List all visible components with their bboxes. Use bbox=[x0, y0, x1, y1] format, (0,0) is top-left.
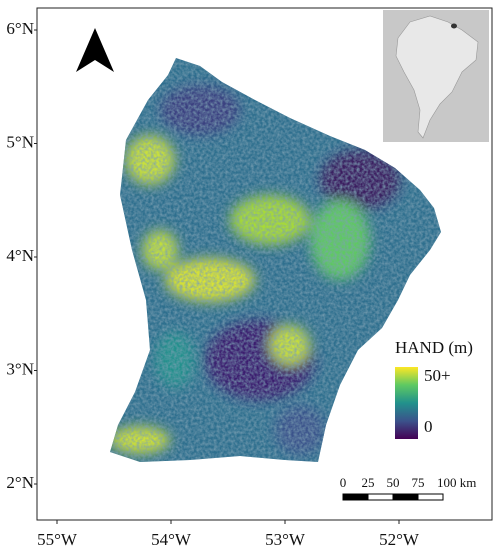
lat-label: 3°N bbox=[6, 359, 34, 378]
lat-label: 5°N bbox=[6, 132, 34, 151]
scale-label: 100 km bbox=[437, 475, 476, 490]
inset-map bbox=[383, 10, 489, 142]
lat-label: 4°N bbox=[6, 246, 34, 265]
lat-label: 2°N bbox=[6, 473, 34, 492]
legend-title: HAND (m) bbox=[395, 338, 473, 357]
north-arrow bbox=[76, 28, 114, 72]
scale-label: 25 bbox=[362, 475, 375, 490]
scale-label: 75 bbox=[412, 475, 425, 490]
scale-label: 0 bbox=[340, 475, 347, 490]
legend-min: 0 bbox=[424, 417, 433, 436]
scale-bar bbox=[342, 493, 444, 501]
legend-colorbar bbox=[395, 367, 418, 439]
lon-label: 53°W bbox=[265, 530, 306, 549]
lon-label: 55°W bbox=[37, 530, 78, 549]
lat-label: 6°N bbox=[6, 19, 34, 38]
scale-label: 50 bbox=[387, 475, 400, 490]
legend-max: 50+ bbox=[424, 366, 451, 385]
lon-label: 54°W bbox=[151, 530, 192, 549]
lon-label: 52°W bbox=[379, 530, 420, 549]
